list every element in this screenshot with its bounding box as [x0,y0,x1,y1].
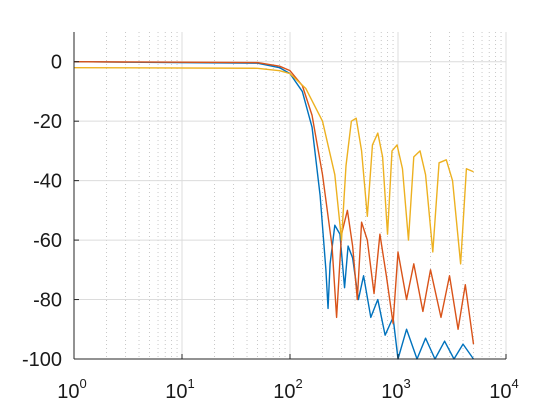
series-line-3 [73,66,474,265]
y-tick-label: -20 [33,111,62,133]
axes [73,32,507,360]
y-tick-labels: 0 -20 -40 -60 -80 -100 [22,52,62,371]
x-tick-labels: 100 101 102 103 104 [57,376,518,403]
series-layer [73,61,475,360]
y-tick-label: -60 [33,230,62,252]
x-tick-label: 100 [57,376,86,403]
y-tick-label: 0 [51,52,62,74]
x-tick-label: 101 [165,376,194,403]
y-tick-label: -80 [33,290,62,312]
x-tick-label: 104 [489,376,518,403]
series-line-2 [73,61,475,345]
y-tick-label: -100 [22,349,62,371]
x-tick-label: 103 [381,376,410,403]
y-tick-label: -40 [33,171,62,193]
x-tick-label: 102 [273,376,302,403]
